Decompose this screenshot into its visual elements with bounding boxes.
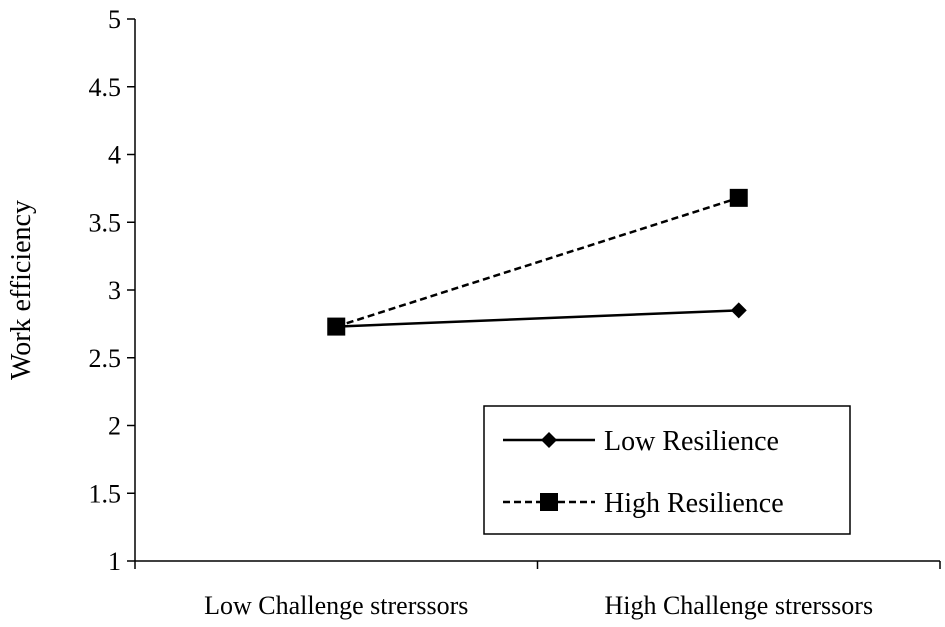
y-tick-label: 3.5 — [89, 208, 122, 237]
legend-item: Low Resilience — [503, 426, 779, 457]
series-line — [335, 196, 740, 328]
y-tick-label: 3 — [108, 276, 121, 305]
legend-marker — [541, 432, 557, 448]
x-tick-label: Low Challenge strerssors — [204, 591, 468, 620]
legend-marker — [540, 493, 558, 511]
legend-box — [483, 405, 851, 535]
y-tick-label: 2.5 — [89, 344, 122, 373]
series-low-resilience — [328, 302, 747, 335]
series-high-resilience — [327, 188, 748, 336]
legend-label: High Resilience — [604, 488, 784, 519]
y-tick-label: 4 — [108, 141, 121, 170]
plot-series — [327, 188, 748, 336]
y-tick-label: 1 — [108, 547, 121, 576]
y-tick-label: 1.5 — [89, 479, 122, 508]
y-axis: 1 1.5 2 2.5 3 3.5 4 4.5 5 — [89, 5, 136, 576]
y-axis-title: Work efficiency — [6, 200, 37, 380]
x-tick-label: High Challenge strerssors — [604, 591, 873, 620]
data-point — [729, 188, 748, 207]
y-tick-label: 5 — [108, 5, 121, 34]
legend-label: Low Resilience — [604, 426, 779, 457]
legend-item: High Resilience — [503, 488, 784, 519]
y-tick-label: 4.5 — [89, 73, 122, 102]
y-tick-label: 2 — [108, 412, 121, 441]
legend: Low Resilience High Resilience — [483, 405, 851, 535]
data-point — [327, 317, 346, 336]
series-line — [336, 309, 739, 328]
x-axis: Low Challenge strerssors High Challenge s… — [134, 560, 941, 620]
data-point — [730, 302, 747, 319]
